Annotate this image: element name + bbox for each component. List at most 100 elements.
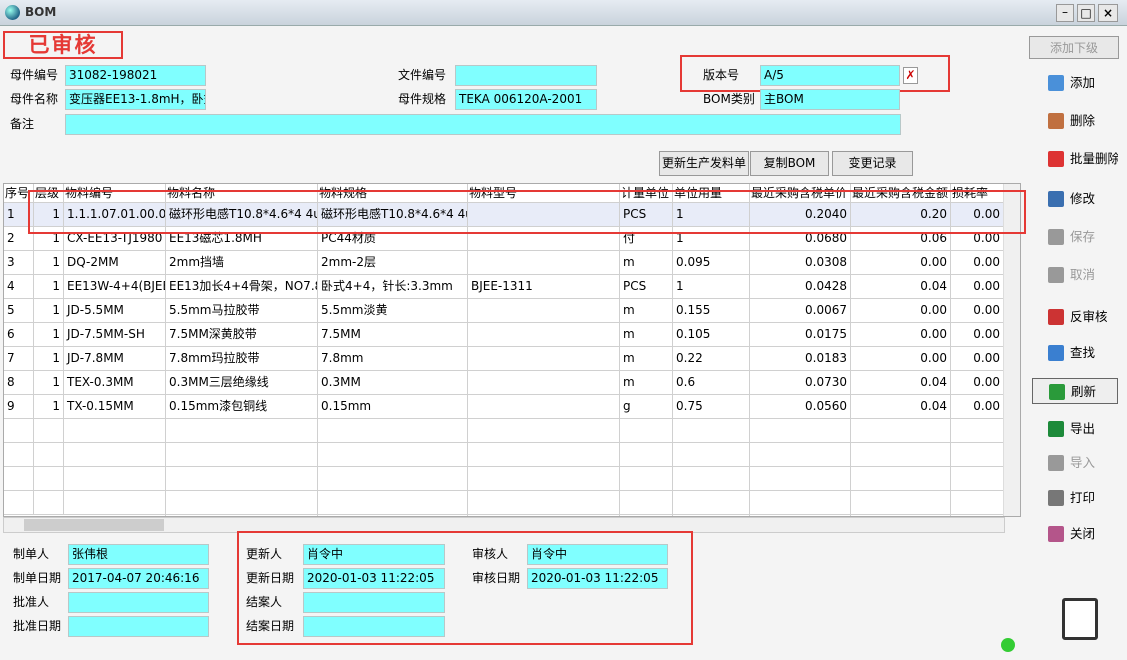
table-cell: [468, 227, 620, 251]
column-header: 最近采购含税金额: [851, 184, 951, 203]
field-input[interactable]: 2020-01-03 11:22:05: [303, 568, 445, 589]
empty-cell: [318, 491, 468, 515]
table-cell: 8: [4, 371, 34, 395]
close-button[interactable]: ×: [1098, 4, 1118, 22]
table-cell: [468, 251, 620, 275]
field-input[interactable]: 31082-198021: [65, 65, 206, 86]
action-button[interactable]: 更新生产发料单: [659, 151, 749, 176]
minimize-button[interactable]: –: [1056, 4, 1074, 22]
field-label: 批准日期: [13, 619, 62, 633]
field-input[interactable]: TEKA 006120A-2001: [455, 89, 597, 110]
table-cell: CX-EE13-TJ1980: [64, 227, 166, 251]
clear-button[interactable]: ✗: [903, 67, 918, 84]
toolbar-icon: [1048, 526, 1064, 542]
toolbar-button[interactable]: 添加下级: [1029, 36, 1119, 59]
field-input[interactable]: 变压器EE13-1.8mH，卧式: [65, 89, 206, 110]
toolbar-button[interactable]: 批量删除: [1032, 146, 1118, 172]
bom-grid: 序号 层级 物料编号 物料名称 物料规格 物料型号 计量单位 单位用量 最近采购含税单价 最近采购…: [3, 183, 1021, 517]
empty-cell: [64, 443, 166, 467]
toolbar-button[interactable]: 关闭: [1032, 521, 1118, 547]
table-cell: PCS: [620, 203, 673, 227]
table-cell: 1: [34, 275, 64, 299]
toolbar-label: 修改: [1070, 191, 1096, 206]
empty-cell: [4, 491, 34, 515]
field-input[interactable]: [455, 65, 597, 86]
vertical-scrollbar[interactable]: [1003, 184, 1020, 516]
table-cell: [468, 395, 620, 419]
table-cell: 0.00: [851, 299, 951, 323]
action-button[interactable]: 变更记录: [832, 151, 913, 176]
toolbar-label: 导入: [1070, 455, 1096, 470]
toolbar-icon: [1049, 384, 1065, 400]
scroll-thumb[interactable]: [24, 519, 164, 531]
field-input[interactable]: 肖令中: [527, 544, 668, 565]
maximize-button[interactable]: □: [1077, 4, 1095, 22]
empty-cell: [951, 491, 1004, 515]
field-label: 母件编号: [10, 68, 59, 82]
field-input[interactable]: 2017-04-07 20:46:16: [68, 568, 209, 589]
table-cell: 0.0428: [750, 275, 851, 299]
toolbar-button[interactable]: 取消: [1032, 262, 1118, 288]
highlight-box: [28, 190, 1026, 234]
table-cell: 0.04: [851, 395, 951, 419]
empty-cell: [951, 467, 1004, 491]
field-input[interactable]: 张伟根: [68, 544, 209, 565]
toolbar-icon: [1048, 113, 1064, 129]
table-cell: 卧式4+4，针长:3.3mm: [318, 275, 468, 299]
table-cell: 5.5mm马拉胶带: [166, 299, 318, 323]
field-input[interactable]: [303, 592, 445, 613]
toolbar-icon: [1048, 151, 1064, 167]
table-cell: 1: [34, 323, 64, 347]
empty-cell: [4, 419, 34, 443]
table-cell: 0.0183: [750, 347, 851, 371]
field-label: 更新人: [246, 547, 283, 561]
table-cell: BJEE-1311: [468, 275, 620, 299]
table-cell: 0.75: [673, 395, 750, 419]
column-header: 序号: [4, 184, 34, 203]
table-cell: 9: [4, 395, 34, 419]
table-cell: 0.04: [851, 371, 951, 395]
toolbar-button[interactable]: 反审核: [1032, 304, 1118, 330]
table-cell: 付: [620, 227, 673, 251]
toolbar-button[interactable]: 查找: [1032, 340, 1118, 366]
table-cell: 1.1.1.07.01.00.07: [64, 203, 166, 227]
field-input[interactable]: [68, 592, 209, 613]
field-input[interactable]: [303, 616, 445, 637]
table-cell: [468, 347, 620, 371]
field-input[interactable]: 主BOM: [760, 89, 900, 110]
table-cell: m: [620, 371, 673, 395]
field-label: 更新日期: [246, 571, 295, 585]
toolbar-icon: [1048, 229, 1064, 245]
table-cell: 0.00: [951, 323, 1004, 347]
table-cell: TEX-0.3MM: [64, 371, 166, 395]
toolbar-button[interactable]: 修改: [1032, 186, 1118, 212]
field-input[interactable]: [68, 616, 209, 637]
status-indicator: [1001, 638, 1015, 652]
field-label: BOM类别: [703, 92, 755, 106]
note-icon[interactable]: [1062, 598, 1098, 640]
action-button[interactable]: 复制BOM: [750, 151, 829, 176]
field-input[interactable]: [65, 114, 901, 135]
table-cell: 7: [4, 347, 34, 371]
field-input[interactable]: 2020-01-03 11:22:05: [527, 568, 668, 589]
toolbar-button[interactable]: 打印: [1032, 485, 1118, 511]
toolbar-label: 添加: [1070, 75, 1096, 90]
field-input[interactable]: A/5: [760, 65, 900, 86]
toolbar-button[interactable]: 删除: [1032, 108, 1118, 134]
table-cell: [468, 323, 620, 347]
table-cell: 0.00: [851, 251, 951, 275]
toolbar-button[interactable]: 刷新: [1032, 378, 1118, 404]
field-input[interactable]: 肖令中: [303, 544, 445, 565]
field-label: 制单日期: [13, 571, 62, 585]
toolbar-label: 打印: [1070, 490, 1096, 505]
empty-cell: [468, 419, 620, 443]
table-cell: 0.00: [951, 299, 1004, 323]
toolbar-button[interactable]: 导出: [1032, 416, 1118, 442]
table-cell: m: [620, 347, 673, 371]
toolbar-button[interactable]: 添加: [1032, 70, 1118, 96]
table-cell: m: [620, 251, 673, 275]
toolbar-button[interactable]: 导入: [1032, 450, 1118, 476]
title-bar: BOM – □ ×: [0, 0, 1127, 26]
field-label: 母件名称: [10, 92, 59, 106]
toolbar-button[interactable]: 保存: [1032, 224, 1118, 250]
